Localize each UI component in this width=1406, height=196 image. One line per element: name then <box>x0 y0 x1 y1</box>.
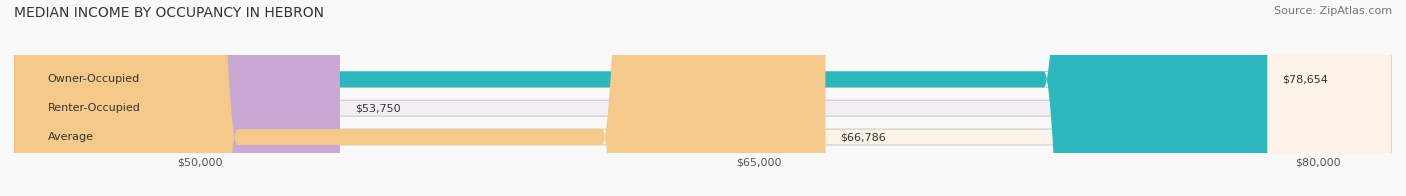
Text: Owner-Occupied: Owner-Occupied <box>48 74 139 84</box>
Text: Source: ZipAtlas.com: Source: ZipAtlas.com <box>1274 6 1392 16</box>
FancyBboxPatch shape <box>14 0 1392 196</box>
FancyBboxPatch shape <box>14 0 1392 196</box>
Text: Renter-Occupied: Renter-Occupied <box>48 103 141 113</box>
FancyBboxPatch shape <box>14 0 825 196</box>
FancyBboxPatch shape <box>14 0 340 196</box>
FancyBboxPatch shape <box>14 0 1392 196</box>
Text: $53,750: $53,750 <box>354 103 401 113</box>
Text: $78,654: $78,654 <box>1282 74 1329 84</box>
Text: Average: Average <box>48 132 94 142</box>
Text: $66,786: $66,786 <box>841 132 886 142</box>
FancyBboxPatch shape <box>14 0 1267 196</box>
Text: MEDIAN INCOME BY OCCUPANCY IN HEBRON: MEDIAN INCOME BY OCCUPANCY IN HEBRON <box>14 6 323 20</box>
